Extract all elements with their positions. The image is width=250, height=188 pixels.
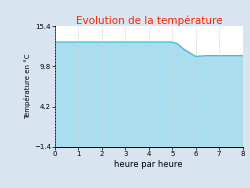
Title: Evolution de la température: Evolution de la température [76,15,222,26]
X-axis label: heure par heure: heure par heure [114,160,183,169]
Y-axis label: Température en °C: Température en °C [24,54,31,119]
